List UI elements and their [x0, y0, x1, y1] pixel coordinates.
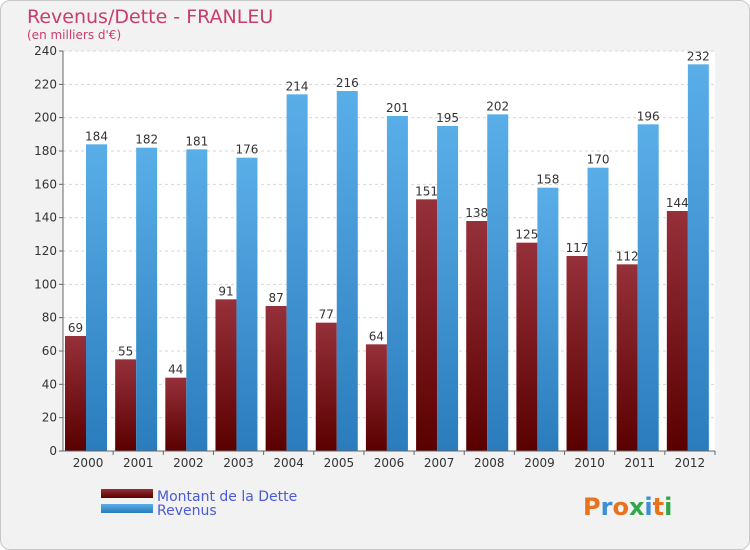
legend-swatch-dette [101, 489, 153, 498]
legend-label-revenus: Revenus [157, 503, 217, 519]
x-tick-label: 2004 [273, 456, 304, 470]
value-label-revenus-2011: 196 [637, 109, 660, 123]
x-tick-label: 2010 [574, 456, 605, 470]
bar-revenus-2004 [286, 94, 308, 451]
y-tick-label: 40 [42, 377, 57, 391]
legend-swatch-revenus [101, 504, 153, 513]
chart-subtitle: (en milliers d'€) [27, 28, 121, 42]
y-tick-label: 240 [34, 44, 57, 58]
bar-dette-2011 [616, 264, 638, 451]
x-tick-label: 2005 [324, 456, 355, 470]
bars [65, 64, 709, 452]
bar-revenus-2012 [687, 64, 709, 452]
value-label-revenus-2002: 181 [185, 134, 208, 148]
x-tick-label: 2002 [173, 456, 204, 470]
bar-revenus-2001 [136, 147, 158, 451]
value-label-revenus-2010: 170 [587, 153, 610, 167]
value-label-dette-2005: 77 [319, 308, 334, 322]
bar-dette-2001 [115, 359, 137, 451]
bar-revenus-2003 [236, 157, 258, 451]
value-label-revenus-2004: 214 [286, 79, 309, 93]
value-label-dette-2003: 91 [218, 284, 233, 298]
value-label-revenus-2007: 195 [436, 111, 459, 125]
value-label-revenus-2001: 182 [135, 133, 158, 147]
x-tick-label: 2006 [374, 456, 405, 470]
y-tick-label: 180 [34, 144, 57, 158]
value-label-dette-2001: 55 [118, 344, 133, 358]
value-label-dette-2012: 144 [666, 196, 689, 210]
y-tick-label: 60 [42, 344, 57, 358]
value-label-dette-2004: 87 [268, 291, 283, 305]
bar-dette-2012 [666, 211, 688, 451]
bar-revenus-2006 [386, 116, 408, 451]
y-tick-label: 200 [34, 111, 57, 125]
bar-dette-2005 [315, 322, 337, 451]
x-tick-label: 2003 [223, 456, 254, 470]
value-label-dette-2009: 125 [515, 228, 538, 242]
x-tick-label: 2000 [73, 456, 104, 470]
value-label-dette-2002: 44 [168, 363, 183, 377]
x-tick-label: 2007 [424, 456, 455, 470]
legend-label-dette: Montant de la Dette [157, 489, 297, 505]
y-tick-label: 0 [49, 444, 57, 458]
y-tick-label: 20 [42, 411, 57, 425]
y-tick-label: 220 [34, 77, 57, 91]
bar-dette-2010 [566, 256, 588, 451]
y-tick-label: 100 [34, 277, 57, 291]
value-label-revenus-2006: 201 [386, 101, 409, 115]
bar-dette-2008 [466, 221, 488, 451]
proxiti-logo: Proxiti [583, 493, 672, 521]
value-label-revenus-2008: 202 [486, 99, 509, 113]
x-tick-label: 2012 [675, 456, 706, 470]
bar-dette-2004 [265, 306, 287, 451]
x-tick-label: 2011 [624, 456, 655, 470]
value-label-dette-2007: 151 [415, 184, 438, 198]
value-label-dette-2006: 64 [369, 329, 384, 343]
value-label-dette-2010: 117 [566, 241, 589, 255]
bar-dette-2007 [416, 199, 438, 451]
x-tick-label: 2009 [524, 456, 555, 470]
x-tick-label: 2001 [123, 456, 154, 470]
value-label-dette-2011: 112 [616, 249, 639, 263]
y-tick-label: 160 [34, 177, 57, 191]
bar-revenus-2011 [637, 124, 659, 451]
y-tick-label: 120 [34, 244, 57, 258]
chart-title: Revenus/Dette - FRANLEU [27, 6, 273, 28]
bar-dette-2009 [516, 242, 538, 451]
bar-revenus-2010 [587, 167, 609, 451]
value-label-dette-2008: 138 [465, 206, 488, 220]
value-labels: 69 184 55 182 44 181 91 176 87 214 77 216 64 201 151 19… [68, 49, 710, 376]
value-label-dette-2000: 69 [68, 321, 83, 335]
value-label-revenus-2012: 232 [687, 49, 710, 63]
value-label-revenus-2005: 216 [336, 76, 359, 90]
bar-revenus-2009 [537, 187, 559, 451]
bar-revenus-2007 [437, 126, 459, 451]
bar-dette-2003 [215, 299, 237, 451]
value-label-revenus-2000: 184 [85, 129, 108, 143]
bar-revenus-2000 [86, 144, 107, 452]
y-tick-label: 140 [34, 211, 57, 225]
bar-dette-2002 [165, 377, 187, 451]
bar-revenus-2002 [186, 149, 208, 452]
bar-dette-2006 [365, 344, 387, 451]
bar-revenus-2005 [336, 91, 358, 451]
x-tick-label: 2008 [474, 456, 505, 470]
bar-revenus-2008 [487, 114, 509, 451]
value-label-revenus-2009: 158 [536, 173, 559, 187]
bar-dette-2000 [65, 336, 86, 451]
x-axis: 2000 2001 2002 2003 2004 2005 2006 2007 2008 2009… [73, 451, 716, 470]
value-label-revenus-2003: 176 [236, 143, 259, 157]
y-tick-label: 80 [42, 311, 57, 325]
legend: Montant de la Dette Revenus [101, 489, 297, 519]
y-axis: 0 20 40 60 80 100 120 140 160 180 200 220 240 [34, 44, 63, 458]
